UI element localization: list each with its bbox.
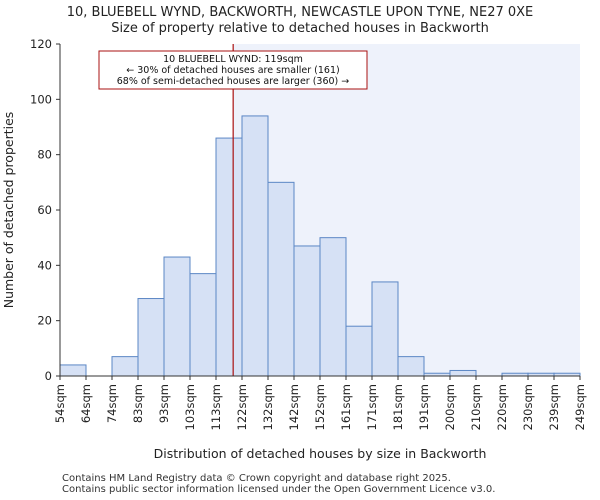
bar xyxy=(163,256,191,377)
annotation-line-3: 68% of semi-detached houses are larger (… xyxy=(117,76,350,87)
chart-subtitle: Size of property relative to detached ho… xyxy=(111,21,489,36)
x-ticks-group: 54sqm 64sqm 74sqm 83sqm 93sqm 103sqm 113sqm 122… xyxy=(53,376,587,430)
x-tick-label: 200sqm xyxy=(443,384,457,430)
bar xyxy=(371,281,399,377)
x-tick-label: 239sqm xyxy=(547,384,561,430)
x-tick-label: 249sqm xyxy=(573,384,587,430)
y-axis-label: Number of detached properties xyxy=(1,112,16,309)
y-tick-label: 120 xyxy=(30,37,52,51)
bar xyxy=(319,237,347,377)
y-tick-label: 20 xyxy=(37,314,52,328)
y-tick-label: 60 xyxy=(37,203,52,217)
bar xyxy=(111,356,139,377)
x-tick-label: 181sqm xyxy=(391,384,405,430)
x-tick-label: 132sqm xyxy=(261,384,275,430)
bar xyxy=(345,325,373,377)
bar xyxy=(293,245,321,377)
bar xyxy=(137,298,165,377)
y-tick-label: 100 xyxy=(30,92,52,106)
bar xyxy=(59,364,87,377)
x-tick-label: 113sqm xyxy=(209,384,223,430)
x-axis-label: Distribution of detached houses by size … xyxy=(154,446,487,461)
x-tick-label: 93sqm xyxy=(157,384,171,423)
footer-line-1: Contains HM Land Registry data © Crown c… xyxy=(62,473,451,484)
x-tick-label: 83sqm xyxy=(131,384,145,423)
x-tick-label: 122sqm xyxy=(235,384,249,430)
annotation-line-1: 10 BLUEBELL WYND: 119sqm xyxy=(163,54,303,65)
annotation-border xyxy=(98,50,368,90)
x-tick-label: 220sqm xyxy=(495,384,509,430)
x-tick-label: 230sqm xyxy=(521,384,535,430)
y-tick-label: 80 xyxy=(37,148,52,162)
x-tick-label: 210sqm xyxy=(469,384,483,430)
y-tick-label: 0 xyxy=(45,369,52,383)
footer-line-2: Contains public sector information licen… xyxy=(62,484,496,495)
x-tick-label: 161sqm xyxy=(339,384,353,430)
x-tick-label: 152sqm xyxy=(313,384,327,430)
x-tick-label: 142sqm xyxy=(287,384,301,430)
x-tick-label: 64sqm xyxy=(79,384,93,423)
bar xyxy=(189,273,217,377)
bar xyxy=(397,356,425,377)
x-tick-label: 103sqm xyxy=(183,384,197,430)
x-tick-label: 74sqm xyxy=(105,384,119,423)
y-ticks-group: 0 20 40 60 80 100 120 xyxy=(30,37,60,383)
bar xyxy=(449,369,477,377)
bar xyxy=(267,181,295,377)
x-tick-label: 191sqm xyxy=(417,384,431,430)
annotation-box: 10 BLUEBELL WYND: 119sqm ← 30% of detach… xyxy=(98,50,368,90)
bar xyxy=(241,115,269,377)
annotation-line-2: ← 30% of detached houses are smaller (16… xyxy=(126,65,339,76)
x-tick-label: 54sqm xyxy=(53,384,67,423)
bar xyxy=(215,137,243,377)
x-tick-label: 171sqm xyxy=(365,384,379,430)
bars-group xyxy=(59,115,581,377)
y-tick-label: 40 xyxy=(37,258,52,272)
chart-title: 10, BLUEBELL WYND, BACKWORTH, NEWCASTLE … xyxy=(67,5,534,20)
